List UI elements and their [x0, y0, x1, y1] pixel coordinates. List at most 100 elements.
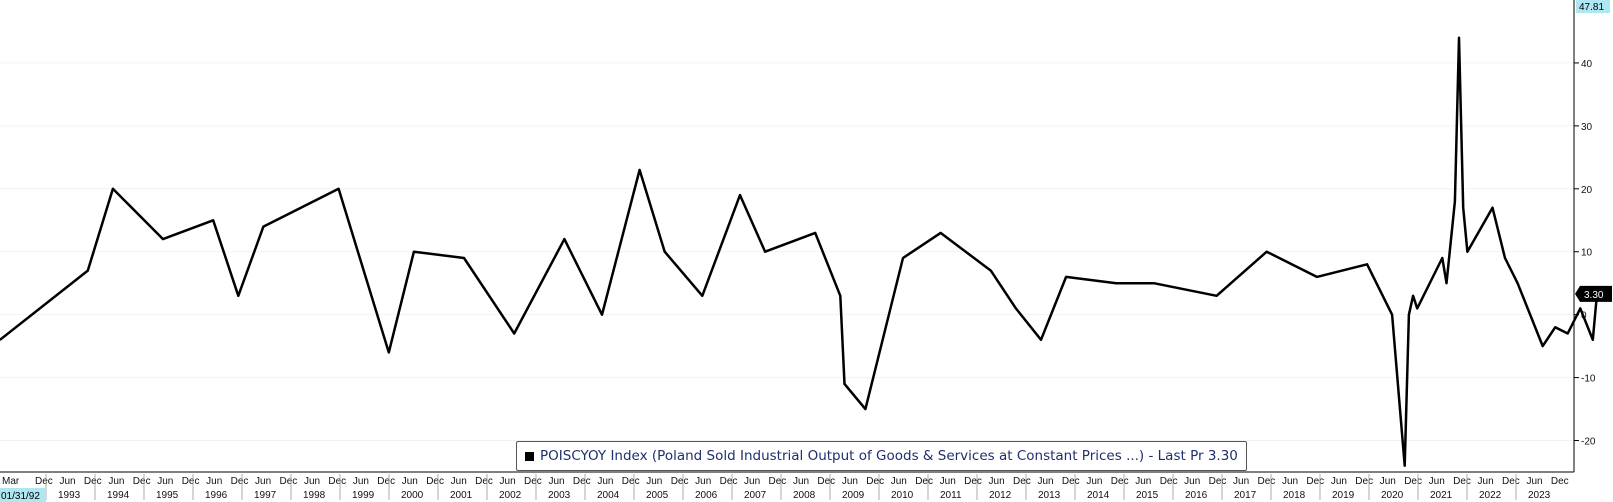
- x-year-label: 2016: [1185, 490, 1208, 501]
- data-point: [1015, 307, 1017, 310]
- x-month-label: Jun: [1282, 476, 1298, 487]
- x-month-label: Jun: [940, 476, 956, 487]
- data-point: [0, 339, 1, 341]
- x-year-label: 2011: [940, 490, 962, 501]
- legend-swatch: [525, 451, 534, 461]
- x-month-label: Dec: [1502, 476, 1520, 487]
- data-point: [413, 250, 415, 253]
- data-point: [1516, 282, 1519, 285]
- data-point: [262, 225, 265, 228]
- last-value-flag: 3.30: [1575, 285, 1612, 302]
- x-year-label: 2002: [499, 490, 522, 501]
- x-month-label: Dec: [84, 476, 102, 487]
- x-year-label: 1993: [58, 490, 81, 501]
- data-point: [1541, 345, 1544, 347]
- x-month-label: Jun: [255, 476, 271, 487]
- x-month-label: Dec: [622, 476, 640, 487]
- x-year-label: 2009: [842, 490, 865, 501]
- data-point: [1462, 206, 1465, 209]
- x-month-label: Dec: [377, 476, 395, 487]
- data-point: [1554, 326, 1556, 329]
- x-year-label: 2007: [744, 490, 767, 501]
- x-year-label: 2021: [1430, 490, 1453, 501]
- x-year-label: 2008: [793, 490, 816, 501]
- x-month-label: Jun: [59, 476, 75, 487]
- data-point: [764, 250, 766, 253]
- last-value-label: 3.30: [1584, 290, 1604, 301]
- data-point: [1441, 257, 1444, 259]
- x-month-label: Dec: [1258, 476, 1276, 487]
- x-month-label: Dec: [1404, 476, 1422, 487]
- x-month-label: Jun: [744, 476, 760, 487]
- data-point: [839, 294, 842, 297]
- data-point: [739, 194, 741, 196]
- data-point: [1466, 250, 1469, 253]
- x-month-label: Dec: [133, 476, 151, 487]
- data-point: [843, 383, 846, 385]
- x-month-label: Dec: [1453, 476, 1471, 487]
- y-tick-label: -10: [1581, 374, 1596, 385]
- x-month-label: Jun: [108, 476, 124, 487]
- data-point: [1316, 276, 1318, 278]
- x-year-label: 2019: [1332, 490, 1355, 501]
- x-month-label: Jun: [1380, 476, 1396, 487]
- data-point: [563, 238, 566, 240]
- data-point: [864, 408, 867, 410]
- x-month-label: Dec: [1306, 476, 1324, 487]
- x-month-label: Jun: [157, 476, 173, 487]
- y-gridlines: [0, 62, 1574, 442]
- data-point: [1040, 339, 1042, 341]
- x-axis-ticks: Mar Dec Jun Dec Jun Dec Jun Dec Jun Dec Jun Dec Jun D…: [2, 474, 1569, 501]
- data-point: [1458, 36, 1460, 39]
- x-month-label: Dec: [231, 476, 249, 487]
- x-month-label: Dec: [1160, 476, 1178, 487]
- x-month-label: Jun: [402, 476, 418, 487]
- x-month-label: Jun: [206, 476, 222, 487]
- y-tick-label: 30: [1581, 122, 1593, 133]
- data-point: [513, 332, 516, 335]
- data-point: [1412, 294, 1414, 297]
- x-month-label: Jun: [500, 476, 516, 487]
- x-month-label: Dec: [1013, 476, 1031, 487]
- x-month-label: Dec: [573, 476, 591, 487]
- x-year-label: 1999: [352, 490, 375, 501]
- data-point: [1153, 282, 1155, 285]
- data-point: [1504, 257, 1506, 259]
- start-date-label: 01/31/92: [1, 491, 40, 502]
- x-year-label: 2013: [1038, 490, 1061, 501]
- x-month-label: Jun: [1331, 476, 1347, 487]
- x-year-label: 2015: [1136, 490, 1159, 501]
- data-point: [86, 269, 89, 272]
- data-point: [601, 313, 603, 316]
- x-month-label: Jun: [842, 476, 858, 487]
- x-month-label: Jun: [451, 476, 467, 487]
- x-year-label: 2017: [1234, 490, 1257, 501]
- x-month-label: Dec: [964, 476, 982, 487]
- data-point: [1579, 307, 1582, 310]
- x-year-label: 2005: [646, 490, 669, 501]
- x-month-label: Jun: [793, 476, 809, 487]
- data-point: [902, 257, 904, 259]
- x-month-label: Jun: [1135, 476, 1151, 487]
- x-month-label: Jun: [1233, 476, 1249, 487]
- x-year-label: 1998: [303, 490, 326, 501]
- x-month-label: Dec: [475, 476, 493, 487]
- x-month-label: Jun: [1037, 476, 1053, 487]
- x-year-label: 2018: [1283, 490, 1306, 501]
- x-year-label: 2000: [401, 490, 424, 501]
- x-year-label: 1994: [107, 490, 130, 501]
- x-month-label: Jun: [891, 476, 907, 487]
- data-point: [1445, 282, 1448, 285]
- y-tick-label: -20: [1581, 437, 1596, 448]
- x-month-label: Jun: [1526, 476, 1542, 487]
- x-month-label: Dec: [866, 476, 884, 487]
- data-point: [1065, 276, 1067, 278]
- data-point: [1391, 313, 1393, 316]
- max-value-flag: 47.81: [1576, 0, 1610, 13]
- data-point: [1416, 307, 1419, 310]
- data-point: [1491, 206, 1494, 209]
- x-year-label: 2020: [1381, 490, 1404, 501]
- data-point: [990, 269, 992, 272]
- data-point: [237, 294, 240, 297]
